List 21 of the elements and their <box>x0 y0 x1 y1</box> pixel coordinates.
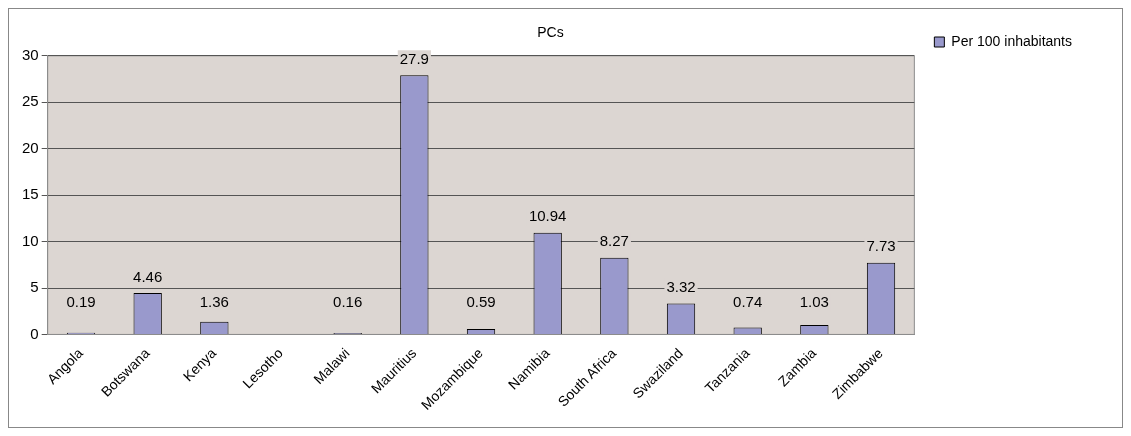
y-tick-label: 15 <box>22 185 39 203</box>
data-label: 0.19 <box>66 293 96 311</box>
legend-label: Per 100 inhabitants <box>951 32 1072 49</box>
data-label: 10.94 <box>528 207 567 225</box>
data-label: 7.73 <box>866 237 896 255</box>
y-tick-label: 25 <box>22 92 39 110</box>
data-label: 0.16 <box>333 293 363 311</box>
y-tick-label: 10 <box>22 231 39 249</box>
data-label: 1.03 <box>799 293 829 311</box>
y-tick-label: 30 <box>22 45 39 63</box>
data-label: 0.59 <box>466 293 496 311</box>
chart-title: PCs <box>537 24 564 41</box>
data-label: 4.46 <box>133 267 163 285</box>
data-label: 8.27 <box>599 232 629 250</box>
data-label: 1.36 <box>199 293 229 311</box>
data-label: 27.9 <box>399 49 429 67</box>
y-tick-label: 0 <box>30 324 39 342</box>
y-tick-label: 5 <box>30 278 39 296</box>
data-label: 0.74 <box>733 293 763 311</box>
data-label: 3.32 <box>666 278 696 296</box>
y-tick-label: 20 <box>22 138 39 156</box>
